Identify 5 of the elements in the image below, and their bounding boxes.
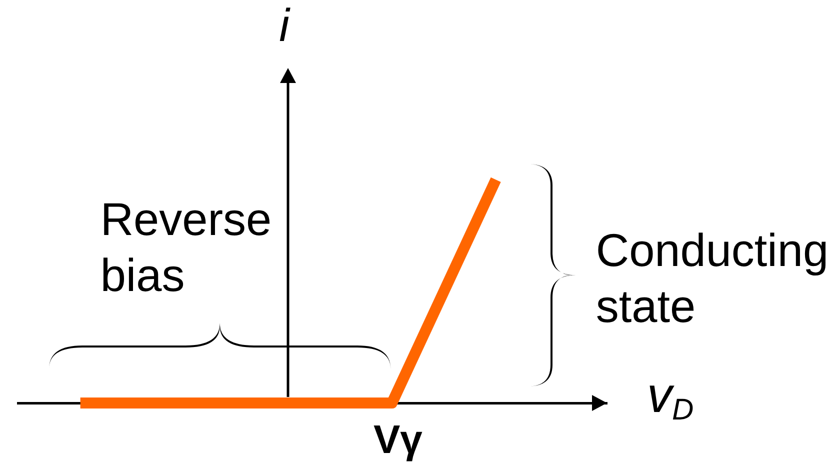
text: Vγ	[373, 418, 422, 462]
annotation: Reverse bias	[100, 192, 272, 303]
x-axis-title: v$_{D}$	[647, 367, 694, 426]
annotation: Conducting state	[596, 222, 829, 334]
y-axis-title: i	[279, 0, 290, 51]
